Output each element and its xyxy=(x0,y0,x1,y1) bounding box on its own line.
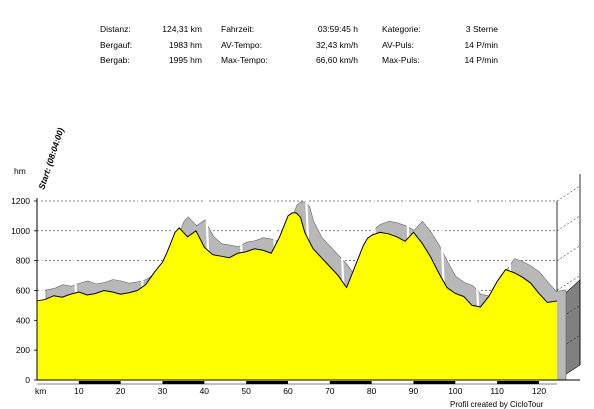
stat-max-pulse-label: Max-Puls: xyxy=(382,55,420,65)
elevation-area xyxy=(36,212,558,380)
stat-max-speed-value: 66,60 km/h xyxy=(315,55,358,65)
x-tick-label: 110 xyxy=(490,386,504,396)
stat-ride-time-value: 03:59:45 h xyxy=(317,24,358,34)
wall-gridline xyxy=(556,215,581,232)
y-tick-label: 200 xyxy=(16,345,30,355)
ride-stats-panel: Distanz: 124,31 km Bergauf: 1983 hm Berg… xyxy=(0,0,594,70)
x-tick-label: 30 xyxy=(158,386,168,396)
x-tick-label: 20 xyxy=(116,386,126,396)
x-tick-label: 60 xyxy=(283,386,293,396)
wall-gridline xyxy=(556,185,581,202)
x-tick-label: 40 xyxy=(200,386,210,396)
x-tick-label: 80 xyxy=(367,386,377,396)
km-band xyxy=(162,381,205,384)
credit-text: Profil created by CicloTour xyxy=(450,400,544,409)
y-tick-label: 800 xyxy=(16,256,30,266)
stat-max-speed-label: Max-Tempo: xyxy=(221,55,268,65)
stat-max-pulse-value: 14 P/min xyxy=(464,55,498,65)
start-time-label: Start: (08:04:00) xyxy=(36,126,65,190)
x-tick-label: 100 xyxy=(448,386,462,396)
stat-category-label: Kategorie: xyxy=(382,24,421,34)
y-tick-label: 1200 xyxy=(11,196,30,206)
x-tick-label: 10 xyxy=(74,386,84,396)
stat-avg-pulse-value: 14 P/min xyxy=(464,40,498,50)
x-tick-label: 70 xyxy=(325,386,335,396)
y-tick-label: 1000 xyxy=(11,226,30,236)
y-axis-label: hm xyxy=(14,166,26,176)
stat-avg-speed-label: AV-Tempo: xyxy=(221,40,262,50)
stat-descent-label: Bergab: xyxy=(100,55,130,65)
stat-category-value: 3 Sterne xyxy=(465,24,498,34)
stat-distance-value: 124,31 km xyxy=(162,24,202,34)
elevation-line xyxy=(36,212,558,308)
stat-ride-time-label: Fahrzeit: xyxy=(221,24,255,34)
y-tick-label: 600 xyxy=(16,286,30,296)
km-band xyxy=(497,381,539,384)
km-band xyxy=(78,381,121,384)
y-tick-label: 400 xyxy=(16,315,30,325)
x-tick-label: 90 xyxy=(409,386,419,396)
km-band xyxy=(329,381,372,384)
stat-climb-label: Bergauf: xyxy=(100,40,133,50)
wall-gridline xyxy=(556,275,581,291)
x-tick-label: 50 xyxy=(241,386,251,396)
stat-distance-label: Distanz: xyxy=(100,24,131,34)
km-band xyxy=(413,381,456,384)
stat-avg-speed-value: 32,43 km/h xyxy=(315,40,358,50)
elevation-fill xyxy=(37,212,557,380)
x-tick-label: 120 xyxy=(532,386,546,396)
wall-gridline xyxy=(556,245,581,261)
stat-climb-value: 1983 hm xyxy=(168,40,202,50)
chart-axes xyxy=(36,198,580,385)
y-tick-label: 0 xyxy=(25,375,30,385)
km-band xyxy=(246,381,288,384)
x-axis-label: km xyxy=(35,386,46,396)
stat-descent-value: 1995 hm xyxy=(168,55,202,65)
stat-avg-pulse-label: AV-Puls: xyxy=(382,40,414,50)
chart-ticks: 0 200 400 600 800 1000 1200 10 20 30 40 50 60 70 80 90 1… xyxy=(11,196,546,396)
